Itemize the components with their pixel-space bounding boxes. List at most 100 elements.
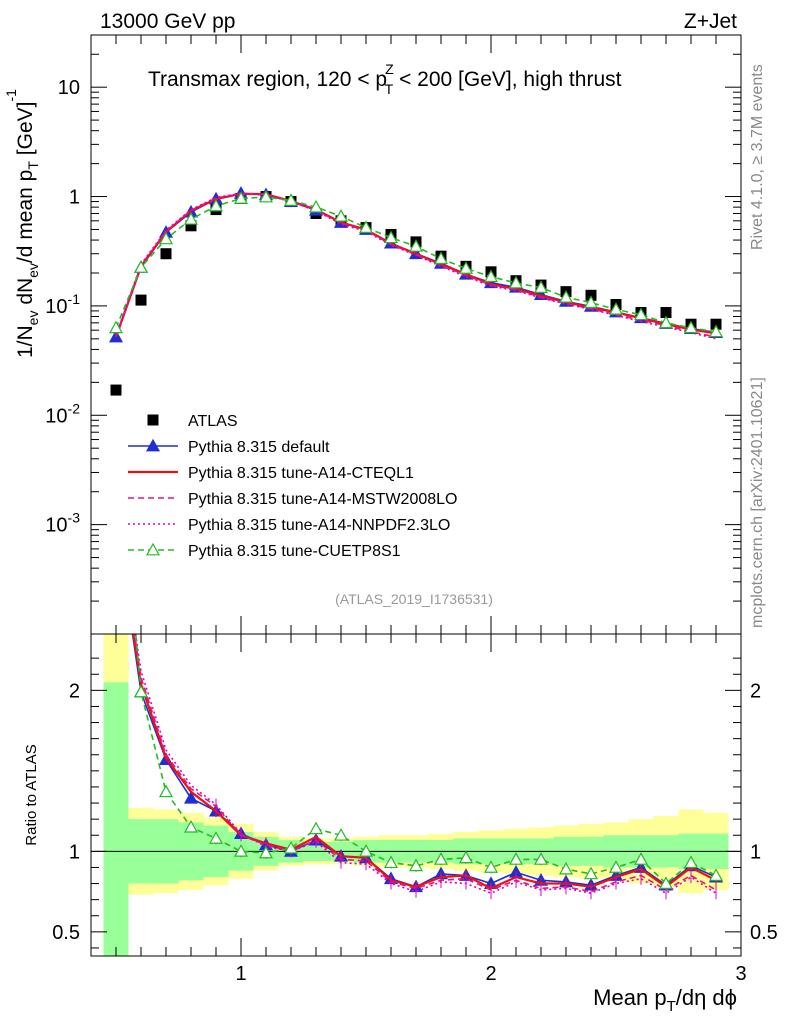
atlas-data-point — [160, 248, 172, 260]
main-series-marker — [608, 302, 624, 315]
main-series-marker — [708, 324, 724, 338]
main-series-marker — [583, 295, 599, 309]
main-title-text: Transmax region, 120 < pZ T < 200 [GeV], … — [148, 61, 622, 97]
ratio-series-marker — [708, 868, 724, 881]
legend-label: ATLAS — [188, 413, 238, 430]
main-series-marker — [158, 231, 174, 245]
ratio-series-marker — [133, 684, 149, 698]
main-plot-title: Transmax region, 120 < pZ T < 200 [GeV], … — [148, 61, 622, 97]
legend-label: Pythia 8.315 default — [188, 439, 330, 456]
main-y-axis-label: 1/Nev dNev/d mean pT [GeV]-1 — [3, 89, 41, 358]
ratio-series-marker — [383, 855, 399, 869]
main-series-marker — [433, 251, 449, 265]
ratio-band-green — [103, 682, 129, 956]
atlas-data-point — [135, 294, 147, 306]
main-y-tick-label: 10-1 — [45, 291, 80, 318]
legend: ATLAS Pythia 8.315 default Pythia 8.315 tu… — [128, 413, 457, 560]
atlas-data-point — [660, 307, 672, 319]
ratio-series-marker — [683, 855, 699, 869]
ratio-y-tick-label-left: 2 — [69, 680, 80, 702]
main-series-marker — [333, 209, 349, 222]
main-series-marker — [458, 261, 474, 274]
main-y-tick-label: 1 — [69, 187, 80, 209]
header-energy-label: 13000 GeV pp — [100, 10, 235, 33]
main-series-marker — [533, 280, 549, 294]
main-series-4 — [115, 192, 717, 340]
main-series-marker — [133, 260, 149, 273]
atlas-data-point — [110, 384, 122, 396]
main-series-5 — [108, 189, 724, 338]
legend-marker — [145, 438, 161, 452]
x-axis-label-text: Mean pT/dη dϕ — [593, 985, 737, 1015]
ratio-y-tick-label-left: 0.5 — [52, 922, 80, 944]
rivet-version-label: Rivet 4.1.0, ≥ 3.7M events — [749, 64, 766, 250]
ratio-x-tick-label: 3 — [735, 963, 746, 985]
legend-label: Pythia 8.315 tune-CUETP8S1 — [188, 543, 401, 560]
ratio-series-marker — [433, 852, 449, 865]
ratio-series-marker — [183, 790, 199, 804]
main-series-layer — [108, 186, 724, 396]
header-process-label: Z+Jet — [684, 10, 737, 33]
main-series-marker — [108, 320, 124, 334]
atlas-data-point — [585, 289, 597, 301]
main-series-marker — [358, 220, 374, 234]
x-axis-label: Mean pT/dη dϕ — [593, 985, 737, 1015]
main-series-marker — [683, 320, 699, 334]
ratio-series-marker — [558, 861, 574, 875]
ratio-series-marker — [308, 821, 324, 835]
ratio-y-axis-label: Ratio to ATLAS — [23, 744, 40, 845]
legend-label: Pythia 8.315 tune-A14-MSTW2008LO — [188, 491, 457, 508]
ratio-series-marker — [458, 850, 474, 864]
atlas-data-point — [710, 318, 722, 330]
ratio-series-layer — [110, 411, 724, 900]
ratio-series-marker — [583, 866, 599, 880]
legend-label: Pythia 8.315 tune-A14-CTEQL1 — [188, 465, 414, 482]
atlas-data-point — [185, 220, 197, 232]
main-series-2 — [114, 192, 717, 338]
legend-marker — [145, 542, 161, 556]
main-y-tick-label: 10-3 — [45, 510, 80, 537]
main-y-label-text: 1/Nev dNev/d mean pT [GeV]-1 — [3, 89, 41, 358]
main-series-marker — [283, 193, 299, 206]
analysis-watermark: (ATLAS_2019_I1736531) — [335, 591, 493, 607]
legend-label: Pythia 8.315 tune-A14-NNPDF2.3LO — [188, 517, 450, 534]
ratio-series-marker — [208, 831, 224, 844]
main-y-tick-label: 10 — [58, 77, 80, 99]
main-series-marker — [508, 275, 524, 289]
ratio-series-marker — [333, 828, 349, 841]
main-series-marker — [658, 315, 674, 329]
ratio-series-marker — [110, 411, 122, 422]
ratio-series-marker — [258, 845, 274, 859]
main-series-marker — [233, 191, 249, 204]
ratio-series-marker — [233, 844, 249, 857]
main-series-marker — [208, 198, 224, 212]
main-series-line — [115, 192, 717, 340]
ratio-series-marker — [483, 860, 499, 873]
main-series-line — [114, 192, 717, 338]
ratio-x-tick-label: 2 — [485, 963, 496, 985]
main-series-0 — [110, 191, 722, 396]
main-series-marker — [183, 212, 199, 225]
ratio-series-marker — [633, 852, 649, 865]
ratio-y-tick-label-left: 1 — [69, 841, 80, 863]
main-series-marker — [308, 199, 324, 213]
main-series-marker — [258, 189, 274, 203]
ratio-series-marker — [608, 860, 624, 873]
legend-marker-atlas — [147, 414, 159, 426]
main-series-marker — [408, 239, 424, 252]
ratio-series-marker — [508, 852, 524, 865]
ratio-y-tick-label-right: 1 — [750, 841, 761, 863]
main-series-marker — [558, 290, 574, 303]
ratio-axis-ticks: 0.5 0.5 1 1 2 2 1 2 3 — [52, 634, 778, 985]
main-axis-ticks: 10 1 10-1 10-2 10-3 — [45, 34, 741, 635]
ratio-series-marker — [183, 819, 199, 833]
main-series-marker — [633, 307, 649, 321]
main-y-tick-label: 10-2 — [45, 400, 80, 427]
ratio-series-marker — [408, 858, 424, 872]
ratio-series-line — [134, 634, 717, 885]
ratio-panel: 0.5 0.5 1 1 2 2 1 2 3 Ratio to ATLAS Mean pT/dη … — [23, 411, 778, 1015]
main-series-marker — [383, 230, 399, 244]
ratio-series-marker — [533, 852, 549, 865]
ratio-series-marker — [658, 876, 674, 889]
